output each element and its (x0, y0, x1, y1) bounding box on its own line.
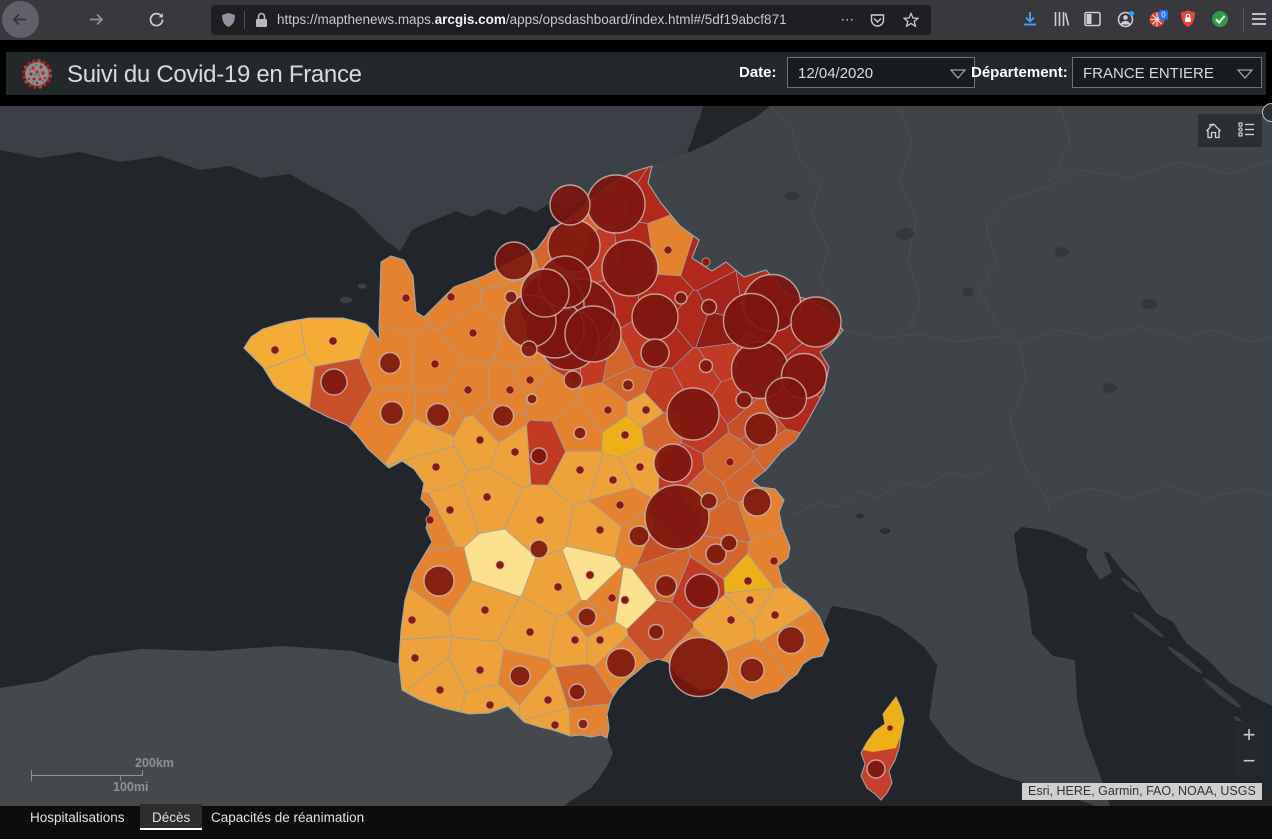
svg-text:0: 0 (1161, 11, 1166, 20)
